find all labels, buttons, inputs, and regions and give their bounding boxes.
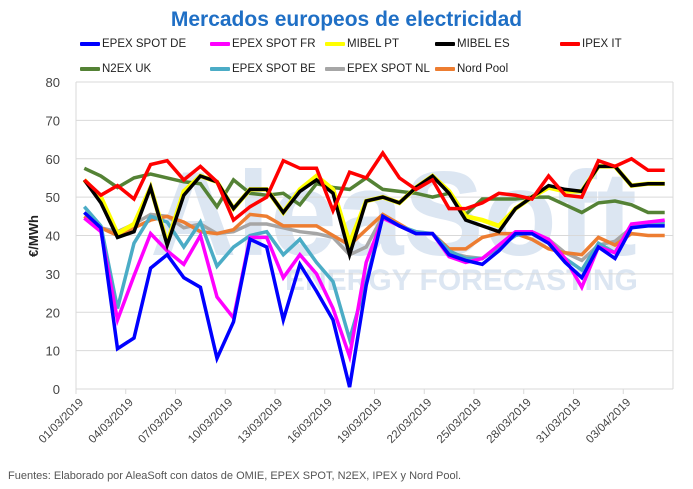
x-tick-label: 22/03/2019	[385, 397, 434, 446]
y-tick-label: 60	[46, 152, 60, 167]
x-axis: 01/03/2019 04/03/2019 07/03/2019 10/03/2019…	[37, 389, 633, 446]
legend-swatch	[435, 67, 455, 71]
legend-label: IPEX IT	[582, 38, 622, 50]
legend-swatch	[80, 42, 100, 46]
legend-swatch	[210, 42, 230, 46]
legend-label: EPEX SPOT BE	[232, 63, 316, 75]
legend-item-epex-spot-nl: EPEX SPOT NL	[325, 63, 430, 75]
legend-label: MIBEL PT	[347, 38, 399, 50]
y-tick-label: 70	[46, 113, 60, 128]
x-tick-label: 03/04/2019	[584, 397, 633, 446]
y-tick-label: 10	[46, 344, 60, 359]
series-n2ex-uk	[83, 166, 665, 217]
y-tick-label: 80	[46, 75, 60, 90]
x-tick-label: 31/03/2019	[534, 397, 583, 446]
x-tick-label: 07/03/2019	[136, 397, 185, 446]
series-ipex-it	[83, 149, 665, 223]
legend-item-epex-spot-be: EPEX SPOT BE	[210, 63, 316, 75]
legend-item-n2ex-uk: N2EX UK	[80, 63, 151, 75]
source-note: Fuentes: Elaborado por AleaSoft con dato…	[8, 470, 462, 482]
y-tick-label: 40	[46, 229, 60, 244]
x-tick-label: 19/03/2019	[335, 397, 384, 446]
x-tick-label: 01/03/2019	[37, 397, 86, 446]
x-tick-label: 16/03/2019	[286, 397, 335, 446]
legend-item-epex-spot-de: EPEX SPOT DE	[80, 38, 186, 50]
legend-label: N2EX UK	[102, 63, 152, 75]
x-tick-label: 28/03/2019	[485, 397, 534, 446]
series-mibel-es	[82, 164, 665, 261]
legend-item-nord-pool: Nord Pool	[435, 63, 508, 75]
legend-item-ipex-it: IPEX IT	[560, 38, 622, 50]
legend-swatch	[325, 42, 345, 46]
x-tick-label: 10/03/2019	[186, 397, 235, 446]
legend-swatch	[325, 67, 345, 71]
series-lines	[82, 149, 665, 388]
y-tick-label: 20	[46, 305, 60, 320]
legend-swatch	[435, 42, 455, 46]
y-axis: 0 10 20 30 40 50 60 70 80	[46, 75, 60, 397]
y-tick-label: 50	[46, 190, 60, 205]
x-tick-label: 13/03/2019	[236, 397, 285, 446]
series-epex-spot-de	[83, 211, 665, 388]
legend-label: EPEX SPOT NL	[347, 63, 430, 75]
legend-label: Nord Pool	[457, 63, 509, 75]
legend-label: EPEX SPOT DE	[102, 38, 187, 50]
legend-item-mibel-es: MIBEL ES	[435, 38, 510, 50]
series-nord-pool	[83, 212, 665, 257]
y-tick-label: 0	[53, 382, 60, 397]
y-tick-label: 30	[46, 267, 60, 282]
x-tick-label: 04/03/2019	[87, 397, 136, 446]
chart-title: Mercados europeos de electricidad	[170, 8, 523, 31]
legend-item-epex-spot-fr: EPEX SPOT FR	[210, 38, 316, 50]
legend-item-mibel-pt: MIBEL PT	[325, 38, 399, 50]
legend-swatch	[80, 67, 100, 71]
x-tick-label: 25/03/2019	[435, 397, 484, 446]
legend-swatch	[210, 67, 230, 71]
legend-swatch	[560, 42, 580, 46]
legend-label: EPEX SPOT FR	[232, 38, 316, 50]
legend-label: MIBEL ES	[457, 38, 510, 50]
y-axis-label: €/MWh	[26, 215, 41, 257]
